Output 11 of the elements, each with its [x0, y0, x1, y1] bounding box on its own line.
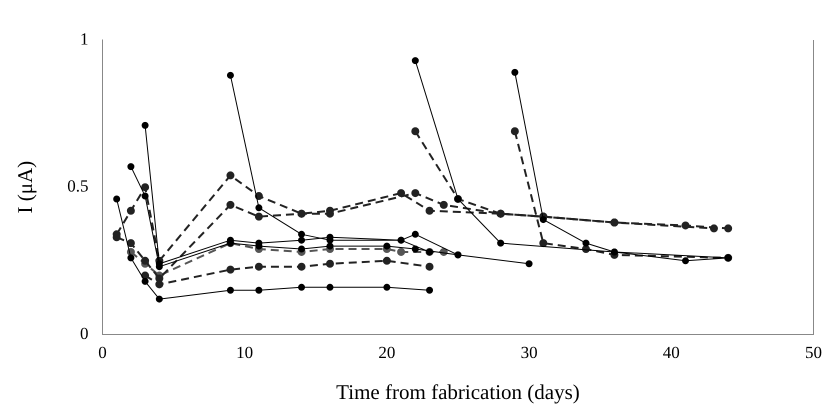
x-tick-label: 10: [236, 343, 254, 362]
y-axis-title: I (μA): [13, 160, 38, 214]
x-tick-label: 40: [662, 343, 680, 362]
y-tick-label: 1: [80, 29, 88, 48]
y-tick-label: 0: [80, 324, 88, 343]
x-tick-label: 0: [98, 343, 107, 362]
x-tick-label: 50: [805, 343, 822, 362]
x-axis-title: Time from fabrication (days): [336, 380, 580, 404]
x-tick-label: 30: [520, 343, 538, 362]
y-tick-label: 0.5: [67, 176, 88, 196]
x-tick-label: 20: [378, 343, 396, 362]
